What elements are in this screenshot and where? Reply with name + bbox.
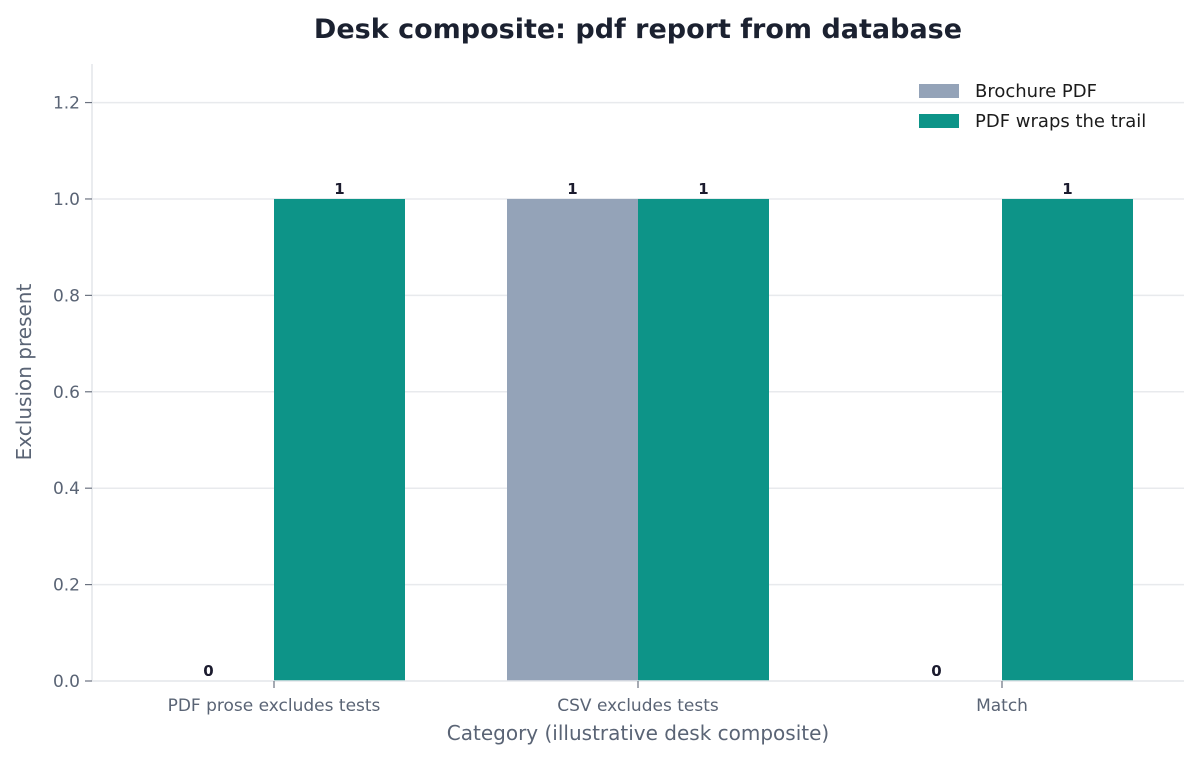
legend: Brochure PDF PDF wraps the trail — [919, 81, 1146, 132]
bar-value-label: 1 — [698, 180, 708, 198]
legend-swatch — [919, 114, 959, 128]
y-tick-label: 0.8 — [53, 286, 80, 306]
bar-pdf-wraps-the-trail — [638, 198, 769, 681]
bar-labels: 0 1 1 1 0 1 — [203, 180, 1072, 680]
bar-value-label: 0 — [931, 662, 941, 680]
x-tick-label: CSV excludes tests — [557, 696, 719, 716]
bar-pdf-wraps-the-trail — [1002, 198, 1133, 681]
x-axis-label: Category (illustrative desk composite) — [447, 721, 829, 745]
y-tick-label: 0.0 — [53, 672, 80, 692]
y-axis-label: Exclusion present — [12, 284, 36, 461]
y-tick-label: 1.0 — [53, 190, 80, 210]
y-tick-label: 0.6 — [53, 383, 80, 403]
x-axis-ticks: PDF prose excludes tests CSV excludes tes… — [168, 681, 1028, 716]
y-tick-label: 0.4 — [53, 479, 80, 499]
x-tick-label: PDF prose excludes tests — [168, 696, 381, 716]
x-tick-label: Match — [976, 696, 1028, 716]
bars — [274, 198, 1133, 681]
legend-label: PDF wraps the trail — [975, 111, 1146, 132]
bar-value-label: 1 — [567, 180, 577, 198]
bar-brochure-pdf — [507, 198, 638, 681]
bar-value-label: 1 — [334, 180, 344, 198]
bar-value-label: 0 — [203, 662, 213, 680]
y-axis-ticks: 0.0 0.2 0.4 0.6 0.8 1.0 1.2 — [53, 94, 92, 692]
chart-title: Desk composite: pdf report from database — [314, 14, 962, 45]
legend-label: Brochure PDF — [975, 81, 1097, 102]
y-tick-label: 1.2 — [53, 94, 80, 114]
bar-pdf-wraps-the-trail — [274, 198, 405, 681]
legend-swatch — [919, 84, 959, 98]
y-tick-label: 0.2 — [53, 576, 80, 596]
bar-value-label: 1 — [1062, 180, 1072, 198]
